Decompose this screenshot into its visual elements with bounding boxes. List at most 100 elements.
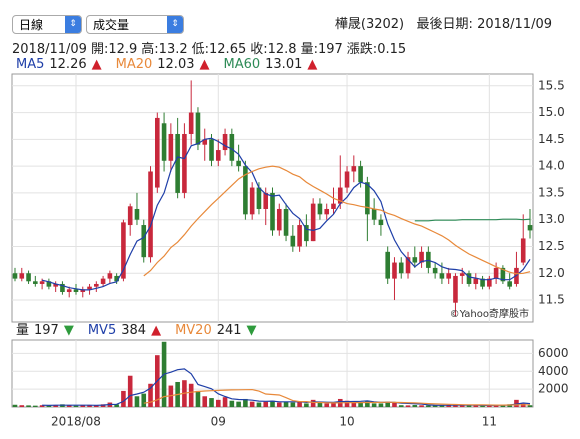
volume-bar [236,401,241,407]
volume-bar [351,401,357,407]
indicator-select[interactable]: 成交量 ⇕ [86,15,184,34]
candle-body [155,117,160,188]
stock-info: 樺晟(3202) 最後日期: 2018/11/09 [335,13,552,32]
volume-bar [290,402,296,407]
y-tick-label: 4000 [538,364,569,378]
candle-body [222,133,228,151]
quote-line: 2018/11/09 開:12.9 高:13.2 低:12.65 收:12.8 量:197… [12,38,406,57]
period-text: 日線 [19,18,44,32]
arrow: ⇕ [65,16,81,33]
candle-body [385,251,390,279]
candle-body [46,281,52,287]
volume-bar [466,405,472,407]
x-tick-label: 11 [482,415,497,429]
y-tick-label: 2000 [538,382,569,396]
volume-bar [121,390,126,407]
y-tick-label: 13.0 [538,212,565,226]
volume-bar [507,404,512,407]
candle-body [304,225,309,242]
candle-body [453,275,458,303]
legend-trend: ▲ [92,57,102,72]
candle-body [256,187,262,209]
y-tick-label: 14.0 [538,159,565,173]
candle-body [500,267,506,282]
volume-bar [127,375,133,407]
ma-line [42,368,531,407]
y-tick-label: 11.5 [538,293,565,307]
volume-bar [405,405,411,407]
volume-bar [66,405,72,407]
volume-bar [432,405,438,407]
ma-line [414,218,531,222]
candle-body [66,289,72,293]
legend-name: MV5 [88,323,116,338]
volume-bar [500,404,506,407]
legend-name: MA5 [16,57,44,72]
y-tick-label: 14.5 [538,132,565,146]
candle-body [243,166,248,215]
volume-bar [514,399,519,407]
volume-bar [80,405,86,407]
volume-bar [222,397,228,407]
legend-trend: ▲ [199,57,209,72]
x-tick-label: 2018/08 [51,415,101,429]
candle-body [310,203,316,242]
candle-body [100,278,106,284]
candle-body [331,203,336,209]
candle-body [473,278,479,284]
volume-label: 量 [16,323,29,338]
candle-body [507,281,512,287]
volume-trend: ▼ [64,323,74,338]
legend-trend: ▲ [151,323,161,338]
watermark: ©Yahoo奇摩股市 [450,307,529,320]
legend-name: MA60 [223,57,260,72]
volume-bar [426,405,431,407]
ma-line [41,137,531,291]
volume-bar [209,398,214,407]
quote-label: 收: [250,42,268,57]
candle-body [188,112,194,134]
y-tick-label: 13.5 [538,185,565,199]
volume-bar [283,401,289,407]
candle-body [107,273,113,279]
candle-body [73,289,79,293]
volume-bar [473,405,479,407]
volume-bar [446,405,451,407]
candle-body [398,262,404,274]
volume-bar [87,405,92,407]
x-tick-label: 10 [339,415,354,429]
volume-bar [141,393,147,407]
candle-body [209,139,214,161]
candle-body [236,160,241,167]
candle-body [317,203,323,215]
legend: 量 197 ▼ MV5 384 ▲ MV20 241 ▼ [16,323,257,338]
candle-body [446,273,451,279]
quote-value: 12.9 [108,42,138,57]
volume-bar [270,400,275,407]
candle-body [229,133,235,161]
volume-bar [256,402,262,407]
volume-bar [385,401,390,407]
indicator-text: 成交量 [93,18,130,32]
volume-bar [317,402,323,407]
candle-body [134,208,140,220]
stock-name: 樺晟(3202) [334,17,405,32]
candle-body [127,206,133,226]
volume-bar [263,401,269,407]
candle-body [175,133,180,193]
volume-bar [331,402,336,407]
candle-body [466,273,472,284]
volume-bar [310,399,316,407]
candle-body [19,273,25,279]
candle-body [94,283,99,287]
candle-body [182,133,187,193]
volume-bar [419,405,424,407]
period-select[interactable]: 日線 ⇕ [12,15,82,34]
candle-body [12,273,18,279]
candle-body [60,283,65,293]
volume-bar [134,396,140,407]
volume-bar [324,403,330,407]
candle-body [419,251,424,263]
quote-label: 開: [90,42,109,57]
